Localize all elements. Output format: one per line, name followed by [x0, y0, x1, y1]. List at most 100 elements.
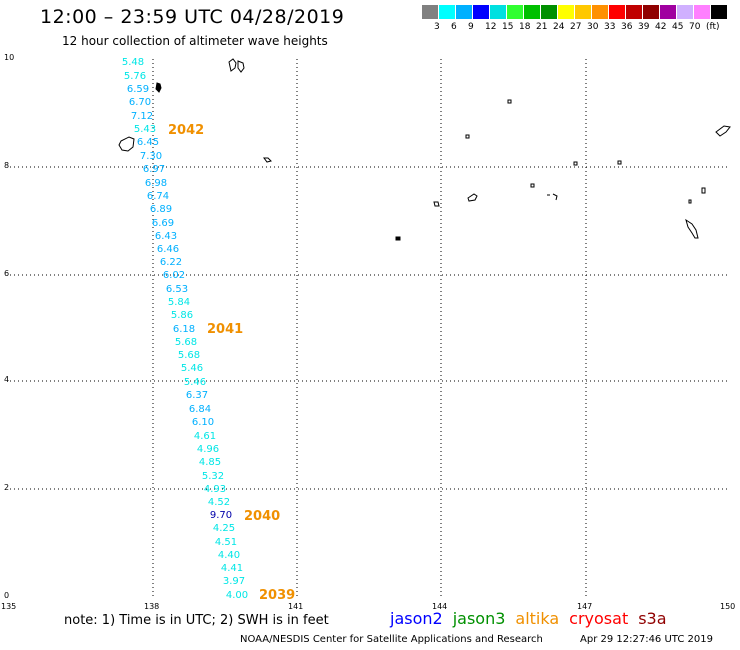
- satellite-name: jason3: [452, 609, 506, 628]
- grid-lines: [10, 59, 729, 597]
- island-outlines: [118, 58, 731, 241]
- legend-swatch: [473, 5, 489, 19]
- island-outline: [507, 99, 512, 104]
- wave-height-value: 6.18: [172, 324, 196, 335]
- island-outline: [547, 193, 558, 201]
- legend-swatch: [643, 5, 659, 19]
- longitude-tick: 141: [288, 602, 304, 611]
- wave-height-value: 4.40: [217, 550, 241, 561]
- wave-height-value: 4.25: [212, 523, 236, 534]
- legend-label: 18: [519, 22, 531, 32]
- legend-swatch: [660, 5, 676, 19]
- island-outline: [617, 160, 622, 165]
- wave-height-value: 5.32: [201, 471, 225, 482]
- wave-height-value: 6.53: [165, 284, 189, 295]
- legend-label: 36: [621, 22, 633, 32]
- wave-height-value: 5.86: [170, 310, 194, 321]
- wave-height-value: 3.97: [222, 576, 246, 587]
- legend-label: 9: [468, 22, 474, 32]
- legend-label: 33: [604, 22, 616, 32]
- wave-height-value: 5.46: [183, 377, 207, 388]
- footer-note: note: 1) Time is in UTC; 2) SWH is in fe…: [64, 613, 329, 628]
- wave-height-value: 4.93: [203, 484, 227, 495]
- legend-swatch: [439, 5, 455, 19]
- latitude-tick: 0: [4, 591, 10, 600]
- latitude-tick: 6: [4, 269, 10, 278]
- wave-height-value: 6.98: [144, 178, 168, 189]
- satellite-name: cryosat: [569, 609, 629, 628]
- legend-swatch: [490, 5, 506, 19]
- island-outline: [263, 157, 272, 163]
- legend-swatch: [422, 5, 438, 19]
- wave-height-value: 7.30: [139, 151, 163, 162]
- wave-height-value: 6.02: [162, 270, 186, 281]
- pass-number: 2039: [259, 588, 296, 603]
- longitude-tick: 135: [1, 602, 17, 611]
- legend-label: 12: [485, 22, 497, 32]
- legend-label: 24: [553, 22, 565, 32]
- wave-height-value: 6.37: [185, 390, 209, 401]
- wave-height-value: 5.76: [123, 71, 147, 82]
- legend-label: 39: [638, 22, 650, 32]
- island-outline: [715, 125, 731, 137]
- island-outline: [465, 134, 470, 139]
- island-outline: [155, 82, 162, 93]
- wave-height-value: 6.46: [156, 244, 180, 255]
- latitude-tick: 4: [4, 375, 10, 384]
- legend-swatch: [575, 5, 591, 19]
- legend-label: 42: [655, 22, 667, 32]
- legend-swatch: [711, 5, 727, 19]
- island-outline: [688, 199, 692, 204]
- wave-height-value: 6.10: [191, 417, 215, 428]
- wave-height-value: 4.61: [193, 431, 217, 442]
- wave-height-value: 6.69: [151, 218, 175, 229]
- legend-label: 21: [536, 22, 548, 32]
- wave-height-value: 6.43: [154, 231, 178, 242]
- wave-height-value: 6.22: [159, 257, 183, 268]
- wave-height-value: 5.46: [180, 363, 204, 374]
- island-outline: [228, 58, 245, 73]
- legend-swatch: [541, 5, 557, 19]
- island-outline: [395, 236, 401, 241]
- longitude-tick: 147: [577, 602, 593, 611]
- island-outline: [573, 161, 578, 166]
- satellite-name: s3a: [638, 609, 667, 628]
- timestamp: Apr 29 12:27:46 UTC 2019: [580, 634, 713, 645]
- wave-height-value: 6.70: [128, 97, 152, 108]
- legend-label: 6: [451, 22, 457, 32]
- latitude-tick: 10: [4, 53, 15, 62]
- wave-height-value: 6.59: [126, 84, 150, 95]
- wave-height-value: 4.52: [207, 497, 231, 508]
- legend-label: 3: [434, 22, 440, 32]
- island-outline: [118, 136, 135, 152]
- longitude-tick: 150: [720, 602, 736, 611]
- wave-height-value: 6.45: [136, 137, 160, 148]
- legend-swatch: [694, 5, 710, 19]
- longitude-tick: 138: [144, 602, 160, 611]
- legend-swatch: [677, 5, 693, 19]
- map-title: 12:00 – 23:59 UTC 04/28/2019: [40, 6, 345, 28]
- legend-label: (ft): [706, 22, 720, 32]
- wave-height-value: 5.68: [177, 350, 201, 361]
- wave-height-value: 4.00: [225, 590, 249, 601]
- credit-line: NOAA/NESDIS Center for Satellite Applica…: [240, 634, 543, 645]
- legend-swatch: [456, 5, 472, 19]
- island-outline: [433, 201, 440, 207]
- wave-height-value: 4.41: [220, 563, 244, 574]
- latitude-tick: 8: [4, 161, 10, 170]
- wave-height-value: 5.68: [174, 337, 198, 348]
- longitude-tick: 144: [432, 602, 448, 611]
- wave-height-value: 6.97: [142, 164, 166, 175]
- island-outline: [685, 218, 699, 239]
- wave-height-value: 4.51: [214, 537, 238, 548]
- wave-height-value: 7.12: [130, 111, 154, 122]
- island-outline: [467, 193, 478, 202]
- legend-label: 70: [689, 22, 701, 32]
- legend-label: 27: [570, 22, 582, 32]
- legend-label: 45: [672, 22, 684, 32]
- pass-number: 2041: [207, 322, 244, 337]
- latitude-tick: 2: [4, 483, 10, 492]
- wave-height-value: 9.70: [209, 510, 233, 521]
- wave-height-value: 5.43: [133, 124, 157, 135]
